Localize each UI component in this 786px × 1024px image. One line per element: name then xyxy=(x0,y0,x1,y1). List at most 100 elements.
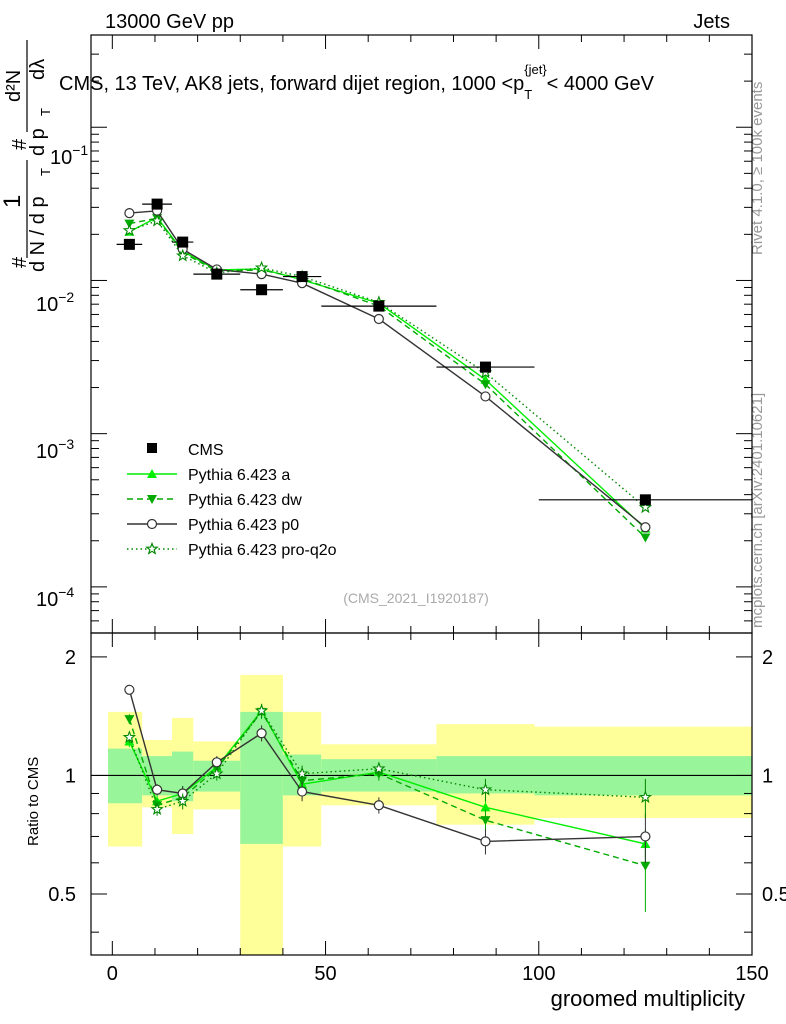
main-series-3-point xyxy=(638,500,653,514)
cms-data-point xyxy=(256,284,268,296)
ylabel-dpT: d p xyxy=(27,128,49,156)
main-series-3-point xyxy=(175,248,190,262)
ratio-y-tick-label-right-2: 2 xyxy=(762,647,773,669)
ratio-y-axis-label: Ratio to CMS xyxy=(25,757,42,846)
legend-marker-pythia-p0 xyxy=(146,518,158,530)
x-tick-labels: 0 50 100 150 xyxy=(107,963,769,985)
cms-data-point xyxy=(373,300,385,312)
ratio-y-tick-label-left-1: 1 xyxy=(65,765,76,787)
ratio-series-2-point xyxy=(296,786,308,797)
ratio-series-2-point xyxy=(124,684,135,695)
header-right-label: Jets xyxy=(693,11,730,33)
x-tick-label: 50 xyxy=(314,963,336,985)
ylabel-hash-1: # xyxy=(9,256,31,268)
header-left-label: 13000 GeV pp xyxy=(105,11,234,33)
legend-label-cms: CMS xyxy=(188,442,224,459)
main-series-2-point xyxy=(373,313,384,325)
cms-data-point xyxy=(479,361,491,373)
ratio-series-3-point xyxy=(254,703,269,717)
main-series-line-1 xyxy=(129,217,646,539)
legend-entry-pythia-a: Pythia 6.423 a xyxy=(127,467,290,484)
legend-marker-pythia-a xyxy=(147,469,157,478)
ratio-series-2-point xyxy=(152,784,163,795)
main-y-tick-labels: 10−1 10−2 10−3 10−4 xyxy=(36,142,88,611)
ylabel-d2N: d²N xyxy=(3,70,25,102)
main-series-3-point xyxy=(122,223,137,237)
x-tick-label: 100 xyxy=(522,963,555,985)
y-tick-label-1e-2: 10−2 xyxy=(36,289,74,316)
ratio-series-3-point xyxy=(176,794,190,807)
mcplots-label: mcplots.cern.ch [arXiv:2401.10621] xyxy=(749,393,766,628)
ylabel-dlambda: dλ xyxy=(27,59,49,80)
ratio-series-0-point xyxy=(480,802,491,812)
ylabel-dN-dpT: d N / d p xyxy=(27,196,49,272)
cms-data-point xyxy=(151,198,163,210)
main-series-1-point xyxy=(480,380,491,390)
main-series-2-point xyxy=(124,208,135,219)
analysis-id-annotation: (CMS_2021_I1920187) xyxy=(343,590,489,606)
legend-label-pythia-pro-q2o: Pythia 6.423 pro-q2o xyxy=(188,542,337,559)
legend: CMS Pythia 6.423 a Pythia 6.423 dw Pythi… xyxy=(127,442,337,559)
main-panel: 10−1 10−2 10−3 10−4 # 1 d N / d p T # d²… xyxy=(0,34,753,634)
x-axis-label: groomed multiplicity xyxy=(551,986,745,1011)
main-series-2-point xyxy=(640,522,651,533)
ratio-series-3-point xyxy=(372,761,386,775)
ratio-y-tick-label-left-0.5: 0.5 xyxy=(48,884,76,906)
main-series-layer xyxy=(116,198,752,543)
ratio-y-tick-label-left-2: 2 xyxy=(65,647,76,669)
main-series-1-point xyxy=(640,533,651,543)
ratio-y-tick-label-right-0.5: 0.5 xyxy=(762,884,786,906)
cms-data-point xyxy=(123,238,135,250)
main-y-axis-label: # 1 d N / d p T # d²N d p T dλ xyxy=(0,40,53,272)
legend-entry-pythia-p0: Pythia 6.423 p0 xyxy=(127,517,299,534)
main-series-2-point xyxy=(480,391,491,402)
ratio-y-tick-label-right-1: 1 xyxy=(762,765,773,787)
ylabel-hash-2: # xyxy=(9,138,31,150)
plot-title: CMS, 13 TeV, AK8 jets, forward dijet reg… xyxy=(59,62,655,102)
ratio-series-2-point xyxy=(211,757,222,768)
ratio-series-1-point xyxy=(640,861,651,871)
ratio-series-3-point xyxy=(210,766,224,780)
ratio-series-1-point xyxy=(480,816,491,826)
ratio-series-3-point xyxy=(638,790,653,804)
ratio-series-2-point xyxy=(480,836,491,847)
legend-entry-pythia-dw: Pythia 6.423 dw xyxy=(127,492,302,509)
cms-data-point xyxy=(639,494,651,506)
ratio-series-2-point xyxy=(256,728,267,739)
cms-data-point xyxy=(177,236,189,248)
x-tick-label: 150 xyxy=(735,963,768,985)
legend-label-pythia-p0: Pythia 6.423 p0 xyxy=(188,517,299,534)
ratio-y-tick-labels: 2 1 0.5 2 1 0.5 xyxy=(48,647,786,906)
ratio-series-2-point xyxy=(640,831,651,842)
legend-entry-pythia-pro-q2o: Pythia 6.423 pro-q2o xyxy=(127,541,337,559)
ratio-panel: 2 1 0.5 2 1 0.5 0 50 100 150 Ratio to CMS g… xyxy=(25,632,786,1011)
legend-marker-pythia-pro-q2o xyxy=(145,541,159,555)
ratio-series-2-point xyxy=(373,800,384,811)
y-tick-label-1e-4: 10−4 xyxy=(36,584,74,611)
ratio-series-3-point xyxy=(122,730,137,743)
x-tick-label: 0 xyxy=(107,963,118,985)
ratio-series-3-point xyxy=(295,766,309,780)
ratio-series-3-point xyxy=(150,802,164,816)
ratio-panel-frame xyxy=(90,632,753,956)
legend-marker-cms xyxy=(147,443,157,453)
main-series-3-point xyxy=(254,260,269,274)
rivet-version-label: Rivet 4.1.0, ≥ 100k events xyxy=(749,82,766,255)
ratio-series-1-point xyxy=(124,715,135,725)
ylabel-T-sub-1: T xyxy=(38,168,53,176)
ylabel-T-sub-2: T xyxy=(38,108,53,116)
legend-entry-cms: CMS xyxy=(147,442,224,459)
cms-data-point xyxy=(211,268,223,280)
legend-marker-pythia-dw xyxy=(147,495,157,504)
legend-label-pythia-dw: Pythia 6.423 dw xyxy=(188,492,302,509)
main-series-3-point xyxy=(150,213,164,227)
ratio-series-layer xyxy=(122,684,653,913)
y-tick-label-1e-3: 10−3 xyxy=(36,436,74,463)
y-tick-label-1e-1: 10−1 xyxy=(50,142,88,169)
ratio-series-3-point xyxy=(478,782,493,796)
legend-label-pythia-a: Pythia 6.423 a xyxy=(188,467,290,484)
ratio-uncertainty-bands xyxy=(108,674,752,955)
ylabel-one: 1 xyxy=(0,195,26,208)
cms-data-point xyxy=(296,271,308,283)
